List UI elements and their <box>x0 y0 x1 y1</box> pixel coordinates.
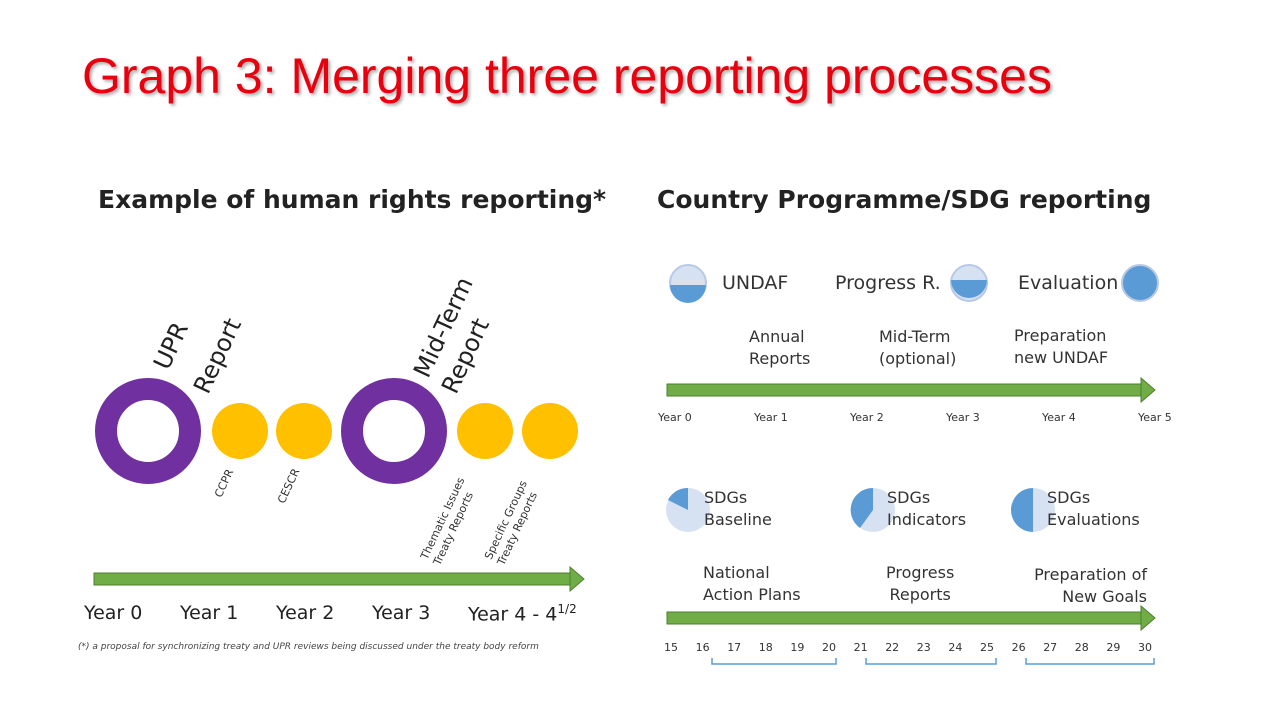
progress-reports-label: Progress Reports <box>886 563 955 604</box>
number-label: 24 <box>948 641 963 654</box>
evaluation-label: Evaluation <box>1018 272 1119 294</box>
number-label: 29 <box>1106 641 1121 654</box>
sdg-evaluations-icon <box>1011 488 1055 532</box>
thematic-circle <box>457 403 513 459</box>
cescr-circle <box>276 403 332 459</box>
upr-ring <box>95 378 201 484</box>
progress-r-label: Progress R. <box>835 272 941 294</box>
hr-year-1: Year 1 <box>180 602 239 624</box>
number-label: 17 <box>727 641 742 654</box>
evaluation-circle-icon <box>1121 264 1159 302</box>
number-label: 16 <box>695 641 710 654</box>
midterm-ring <box>341 378 447 484</box>
left-heading: Example of human rights reporting* <box>98 185 607 214</box>
prep-undaf-label: Preparation new UNDAF <box>1014 326 1109 367</box>
hr-year-4: Year 4 - 41/2 <box>468 602 577 626</box>
midterm-optional-label: Mid-Term (optional) <box>879 327 957 368</box>
sdg-timeline-arrow <box>666 604 1156 632</box>
cp-year-4: Year 4 <box>1042 411 1076 424</box>
cp-year-1: Year 1 <box>754 411 788 424</box>
sdg-indicators-icon <box>850 487 895 532</box>
number-label: 22 <box>885 641 900 654</box>
hr-diagram <box>93 378 585 593</box>
number-label: 19 <box>790 641 805 654</box>
number-label: 30 <box>1138 641 1152 654</box>
cp-year-3: Year 3 <box>946 411 980 424</box>
annual-reports-label: Annual Reports <box>749 327 811 368</box>
cp-timeline-arrow <box>666 376 1156 404</box>
cp-year-2: Year 2 <box>850 411 884 424</box>
prep-goals-label: Preparation of New Goals <box>1034 565 1147 606</box>
sdg-evaluations-label: SDGs Evaluations <box>1047 488 1140 529</box>
nap-label: National Action Plans <box>703 563 801 604</box>
sdg-baseline-label: SDGs Baseline <box>704 488 772 529</box>
right-heading: Country Programme/SDG reporting <box>657 185 1152 214</box>
number-label: 23 <box>916 641 931 654</box>
number-label: 20 <box>822 641 836 654</box>
hr-year-0: Year 0 <box>84 602 143 624</box>
number-label: 26 <box>1011 641 1026 654</box>
number-label: 27 <box>1043 641 1058 654</box>
number-row: 15 16 17 18 19 20 21 22 23 24 25 26 27 28 29 30 <box>664 641 1170 657</box>
number-label: 28 <box>1074 641 1089 654</box>
progress-circle-icon <box>950 264 988 302</box>
hr-year-3: Year 3 <box>372 602 431 624</box>
sdg-indicators-label: SDGs Indicators <box>887 488 967 529</box>
specific-circle <box>522 403 578 459</box>
cp-year-0: Year 0 <box>658 411 692 424</box>
sdg-baseline-icon <box>666 487 710 532</box>
bracket-2 <box>865 658 997 665</box>
hr-year-2: Year 2 <box>276 602 335 624</box>
number-label: 25 <box>980 641 994 654</box>
cp-diagram <box>666 264 1159 665</box>
number-label: 15 <box>664 641 678 654</box>
footnote: (*) a proposal for synchronizing treaty … <box>78 642 539 652</box>
number-label: 21 <box>853 641 868 654</box>
undaf-circle-icon <box>669 264 707 303</box>
number-label: 18 <box>758 641 773 654</box>
undaf-label: UNDAF <box>722 272 789 294</box>
cp-year-5: Year 5 <box>1138 411 1172 424</box>
ccpr-circle <box>212 403 268 459</box>
bracket-3 <box>1025 658 1155 665</box>
hr-timeline-arrow <box>93 565 585 593</box>
bracket-1 <box>711 658 837 665</box>
page-title: Graph 3: Merging three reporting process… <box>82 48 1052 104</box>
